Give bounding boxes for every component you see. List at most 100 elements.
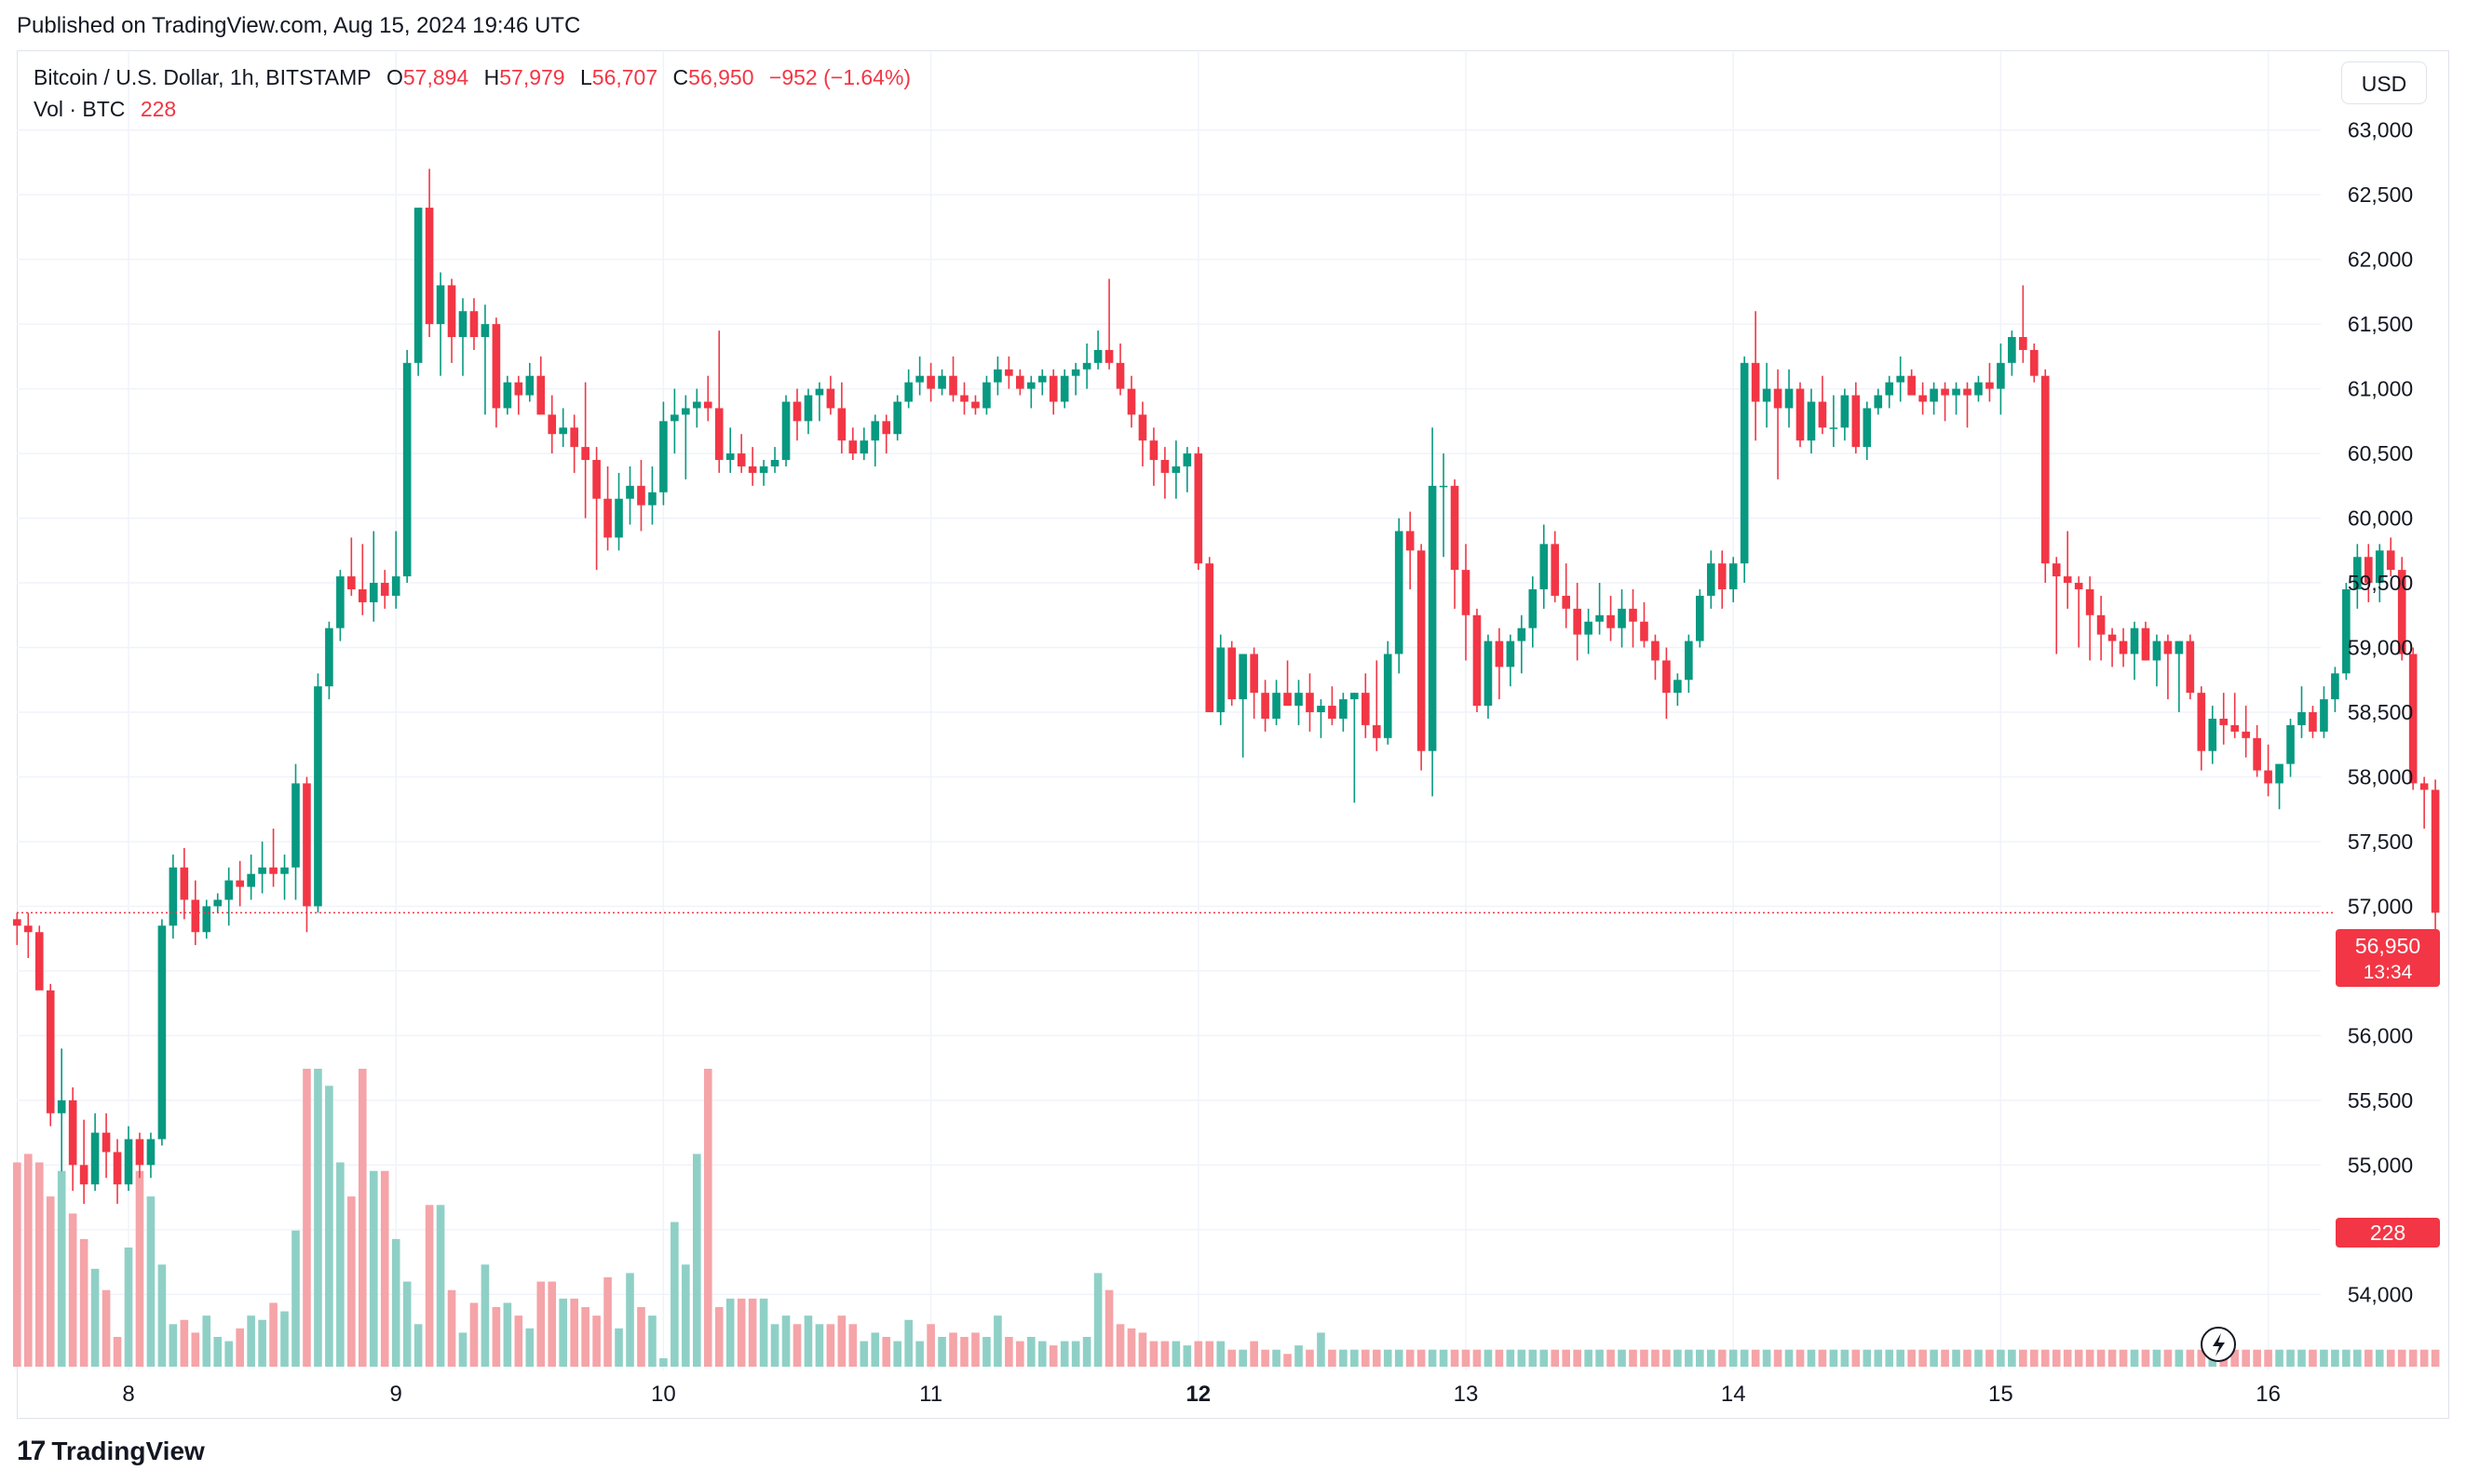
time-axis[interactable]: 8 9 10 11 12 13 14 15 16 (122, 1382, 2281, 1407)
volume-bar (1584, 1349, 1592, 1367)
symbol-title[interactable]: Bitcoin / U.S. Dollar, 1h, BITSTAMP (34, 65, 372, 89)
volume-bar (559, 1298, 568, 1367)
volume-label[interactable]: Vol · BTC (34, 97, 126, 121)
volume-bar (2297, 1349, 2306, 1367)
volume-bar (1795, 1349, 1805, 1367)
candle (1227, 641, 1237, 707)
volume-bar (1751, 1349, 1760, 1367)
lightning-icon[interactable] (2201, 1327, 2236, 1362)
volume-bar (2331, 1349, 2339, 1367)
volume-bar (2320, 1349, 2328, 1367)
volume-bar (2141, 1349, 2150, 1367)
candle (2197, 686, 2206, 771)
low-label: L (579, 65, 592, 89)
volume-bar (2074, 1349, 2083, 1367)
high-value: 57,979 (499, 65, 565, 89)
volume-bar (1138, 1332, 1147, 1367)
candle (1183, 447, 1192, 492)
candle (336, 570, 345, 641)
volume-bar (714, 1307, 724, 1367)
candle (1773, 369, 1782, 479)
candle (815, 382, 824, 422)
volume-bar (648, 1315, 657, 1367)
candle (34, 925, 44, 991)
candles (13, 169, 2440, 1205)
change-value: −952 (−1.64%) (768, 65, 912, 89)
chart-frame[interactable] (17, 50, 2449, 1419)
candle (2186, 634, 2195, 700)
volume-bar (280, 1311, 289, 1367)
candle (570, 414, 578, 473)
candle (2096, 595, 2106, 661)
volume-bar (1216, 1341, 1226, 1367)
candle (247, 854, 255, 900)
volume-bar (1239, 1349, 1247, 1367)
volume-bar (358, 1069, 367, 1367)
volume-bar (503, 1302, 512, 1367)
candle (380, 570, 389, 609)
candle (748, 447, 757, 486)
candle (1807, 388, 1816, 454)
volume-bar (570, 1298, 578, 1367)
candle (358, 544, 367, 615)
candle (848, 427, 858, 461)
volume-bar (1093, 1273, 1103, 1367)
candle (2264, 744, 2272, 797)
candle (548, 395, 557, 454)
candle (637, 460, 645, 532)
candle (124, 1126, 133, 1192)
volume-bar (79, 1238, 88, 1367)
y-tick-label: 61,000 (2348, 377, 2413, 401)
candle (2119, 627, 2128, 668)
candle (1595, 583, 1604, 635)
candle (648, 465, 657, 525)
volume-tag: 228 (2336, 1218, 2440, 1248)
candle (971, 395, 980, 415)
volume-bar (1606, 1349, 1615, 1367)
candle (1974, 375, 1983, 402)
candle (213, 893, 223, 913)
candle (2353, 544, 2362, 609)
candle (882, 414, 891, 454)
candle (2208, 706, 2217, 764)
candle (1283, 660, 1292, 707)
volume-bar (1037, 1341, 1047, 1367)
volume-bar (1773, 1349, 1782, 1367)
candle (1461, 544, 1470, 661)
tradingview-brand[interactable]: 17 TradingView (17, 1436, 205, 1467)
volume-bar (314, 1069, 322, 1367)
currency-button[interactable]: USD (2341, 61, 2427, 104)
candle (1160, 447, 1170, 499)
candle (1751, 311, 1760, 441)
candle (425, 169, 434, 338)
volume-bar (1907, 1349, 1916, 1367)
volume-bar (2107, 1349, 2117, 1367)
candle (1673, 673, 1682, 707)
candle (1294, 680, 1303, 725)
volume-bar (2197, 1349, 2206, 1367)
volume-bar (169, 1324, 178, 1367)
x-tick-label: 11 (919, 1382, 942, 1407)
candle (1506, 634, 1515, 687)
price-axis[interactable]: 63,000 62,500 62,000 61,500 61,000 60,500 60,0… (2348, 118, 2413, 1307)
volume-bar (1372, 1349, 1381, 1367)
candle (1026, 375, 1036, 409)
volume-bar (1662, 1349, 1671, 1367)
x-tick-label: 8 (122, 1382, 134, 1407)
candle (2297, 686, 2306, 738)
volume-bar (1127, 1328, 1136, 1367)
volume-bar (770, 1324, 779, 1367)
volume-bar (536, 1281, 546, 1367)
volume-bar (1361, 1349, 1370, 1367)
candle (2309, 706, 2317, 738)
candle (2029, 343, 2039, 383)
volume-bar (2175, 1349, 2184, 1367)
volume-bar (1026, 1337, 1036, 1367)
candle (615, 472, 623, 551)
candle (1941, 382, 1949, 422)
candle (2320, 686, 2328, 738)
candle (938, 369, 946, 396)
volume-bar (692, 1153, 701, 1367)
candle (781, 395, 791, 466)
